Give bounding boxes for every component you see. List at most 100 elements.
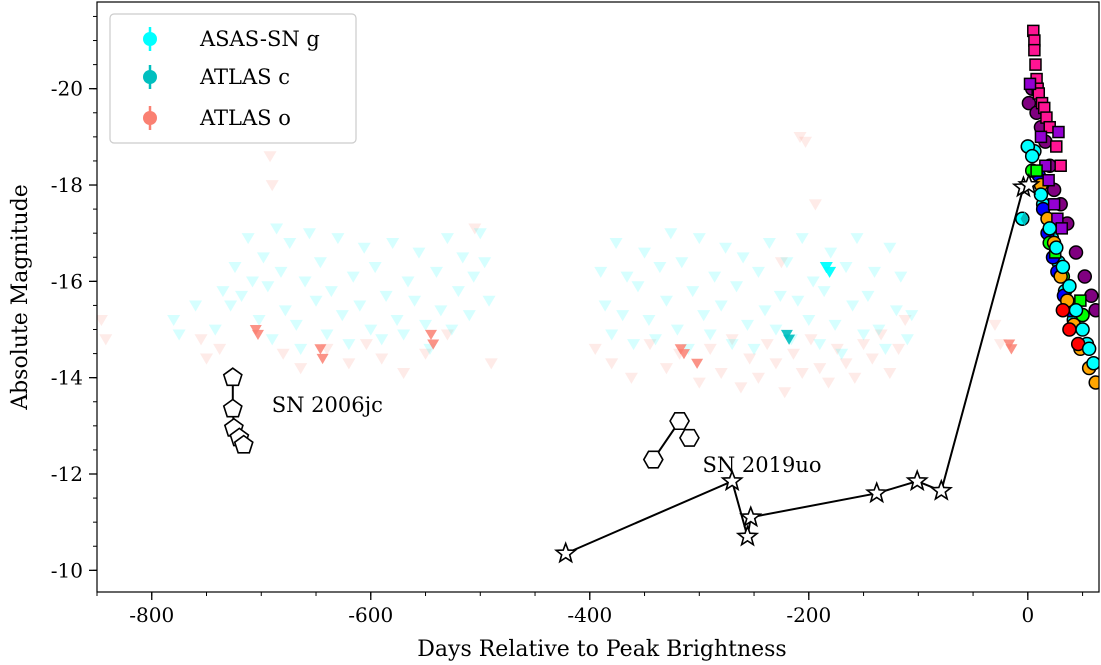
legend-label-atlas-c: ATLAS c (199, 65, 290, 89)
sn-2019uo-label: SN 2019uo (702, 453, 821, 477)
sn-2019uo-marker (669, 411, 691, 431)
asassn-g-upper-limit-marker (795, 233, 809, 245)
asassn-g-upper-limit-marker (697, 310, 711, 322)
asassn-g-detection-marker (1049, 240, 1064, 255)
asassn-g-upper-limit-marker (342, 339, 356, 351)
photometry-square-marker (1029, 58, 1042, 71)
asassn-g-upper-limit-marker (894, 271, 908, 283)
atlas-o-upper-limit-marker (605, 358, 619, 370)
asassn-g-upper-limit-marker (456, 252, 470, 264)
atlas-o-upper-limit-marker (213, 343, 227, 355)
atlas-o-upper-limit-marker (468, 223, 482, 235)
atlas-o-upper-limit-marker (359, 339, 373, 351)
asassn-g-upper-limit-marker (289, 319, 303, 331)
asassn-g-upper-limit-marker (228, 262, 242, 274)
y-tick-label: -18 (51, 173, 83, 197)
asassn-g-upper-limit-marker (357, 242, 371, 254)
asassn-g-upper-limit-marker (467, 271, 481, 283)
atlas-o-upper-limit-marker (874, 329, 888, 341)
asassn-g-upper-limit-marker (208, 324, 222, 336)
sn-2023fyq-marker (929, 478, 953, 501)
asassn-g-upper-limit-marker (791, 295, 805, 307)
asassn-g-upper-limit-marker (302, 228, 316, 240)
x-tick-label: -200 (786, 603, 831, 627)
sn-2006jc-marker (233, 434, 254, 454)
asassn-g-upper-limit-marker (905, 310, 919, 322)
photometry-square-marker (1055, 222, 1069, 235)
asassn-g-upper-limit-marker (473, 228, 487, 240)
asassn-g-upper-limit-marker (172, 329, 186, 341)
atlas-o-upper-limit-marker (263, 151, 277, 163)
asassn-g-upper-limit-marker (740, 319, 754, 331)
atlas-o-upper-limit-marker (892, 343, 906, 355)
asassn-g-upper-limit-marker (261, 281, 275, 293)
asassn-g-upper-limit-marker (664, 228, 678, 240)
asassn-g-upper-limit-marker (241, 233, 255, 245)
asassn-g-upper-limit-marker (408, 295, 422, 307)
legend-entry-asassn-g: ASAS-SN g (143, 27, 320, 51)
x-tick-label: 0 (1021, 603, 1034, 627)
atlas-o-upper-limit-marker (848, 372, 862, 384)
asassn-g-upper-limit-marker (714, 300, 728, 312)
asassn-g-upper-limit-marker (736, 252, 750, 264)
asassn-g-detection-marker (1081, 341, 1097, 357)
asassn-g-upper-limit-marker (692, 233, 706, 245)
photometry-square-marker (1030, 164, 1043, 177)
atlas-o-upper-limit-marker (375, 353, 389, 365)
atlas-o-upper-limit-marker (751, 372, 765, 384)
sn-2006jc-marker (222, 398, 243, 418)
photometry-square-marker (1047, 198, 1061, 211)
y-tick-label: -16 (51, 269, 83, 293)
asassn-g-upper-limit-marker (670, 324, 684, 336)
photometry-circle-marker (1088, 375, 1099, 390)
sn-2019uo-marker (679, 428, 700, 447)
asassn-g-upper-limit-marker (216, 286, 230, 298)
asassn-g-upper-limit-marker (758, 305, 772, 317)
atlas-o-upper-limit-marker (988, 319, 1002, 331)
asassn-g-upper-limit-marker (828, 319, 842, 331)
atlas-o-upper-limit-marker (194, 334, 208, 346)
x-tick-label: -400 (567, 603, 612, 627)
sn-2019uo-marker (642, 450, 664, 469)
photometry-square-marker (1042, 173, 1055, 187)
atlas-o-upper-limit-marker (200, 353, 214, 365)
asassn-g-upper-limit-marker (609, 237, 623, 249)
y-tick-label: -20 (51, 77, 83, 101)
asassn-g-detection-marker (1062, 278, 1077, 294)
sn-2023fyq-marker (1017, 172, 1041, 195)
asassn-g-upper-limit-marker (839, 262, 853, 274)
asassn-g-upper-limit-marker (627, 339, 641, 351)
atlas-o-upper-limit-marker (793, 131, 807, 144)
asassn-g-upper-limit-marker (813, 339, 827, 351)
asassn-g-upper-limit-marker (451, 286, 465, 298)
y-axis-title: Absolute Magnitude (8, 184, 33, 411)
asassn-g-detection-marker (1033, 187, 1049, 202)
asassn-g-upper-limit-marker (167, 315, 181, 327)
atlas-o-upper-limit-marker (427, 339, 440, 350)
sn-2023fyq-marker (554, 541, 578, 564)
legend-marker-atlas-o (143, 111, 157, 125)
axes: -800 -600 -400 -200 0 -10 -12 -14 -16 -18 -20 (51, 15, 1084, 627)
photometry-circle-marker (1062, 322, 1077, 337)
plot-frame (96, 1, 1100, 593)
asassn-g-upper-limit-marker (320, 329, 334, 341)
atlas-o-upper-limit-marker (714, 367, 728, 380)
asassn-g-upper-limit-marker (274, 266, 288, 278)
atlas-c-upper-limit-marker (783, 334, 796, 345)
atlas-o-upper-limit-marker (316, 353, 329, 365)
atlas-o-upper-limit-marker (397, 367, 411, 380)
asassn-g-upper-limit-marker (872, 324, 886, 336)
atlas-o-upper-limit-marker (692, 377, 706, 389)
atlas-o-upper-limit-marker (769, 358, 783, 370)
asassn-g-upper-limit-marker (235, 290, 249, 302)
asassn-g-upper-limit-marker (806, 276, 820, 288)
asassn-g-upper-limit-marker (445, 324, 459, 336)
atlas-o-upper-limit-marker (743, 353, 757, 365)
legend-marker-asassn-g (143, 32, 157, 46)
asassn-g-upper-limit-marker (824, 247, 838, 259)
asassn-g-detection-marker (1055, 259, 1071, 275)
legend-entry-atlas-o: ATLAS o (143, 106, 291, 130)
legend-label-asassn-g: ASAS-SN g (199, 27, 320, 51)
atlas-o-upper-limit-marker (294, 363, 308, 375)
